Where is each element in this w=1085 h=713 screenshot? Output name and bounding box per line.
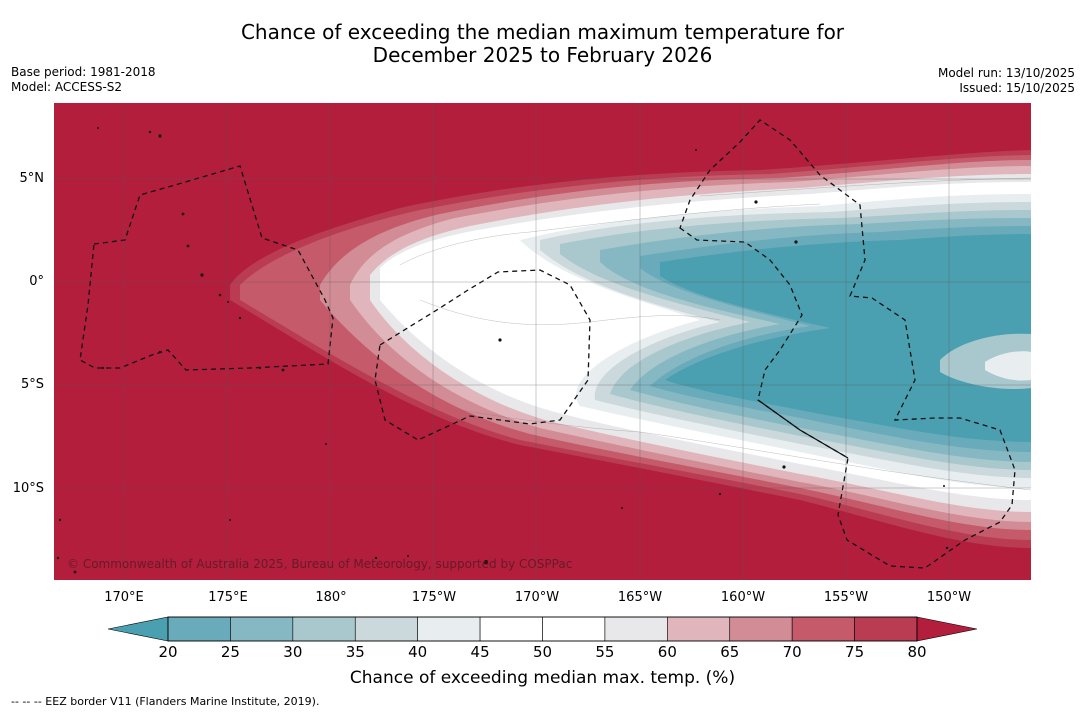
chart-title: Chance of exceeding the median maximum t… [0, 21, 1085, 67]
lat-label: 0° [29, 274, 44, 289]
lat-label: 10°S [12, 481, 44, 496]
band-20 [660, 234, 1031, 442]
colorbar-boxes [167, 616, 918, 642]
copyright-notice: © Commonwealth of Australia 2025, Bureau… [67, 557, 573, 571]
title-line-2: December 2025 to February 2026 [372, 43, 713, 67]
lon-label: 175°E [208, 590, 248, 605]
eez-legend-note: -- -- -- EEZ border V11 (Flanders Marine… [11, 695, 320, 708]
colorbar-tick-label: 55 [595, 643, 615, 661]
colorbar-tick-label: 35 [345, 643, 365, 661]
lat-label: 5°N [19, 171, 45, 186]
colorbar-box [292, 616, 356, 642]
lon-label: 180° [315, 590, 347, 605]
colorbar-box [230, 616, 294, 642]
colorbar-tick-label: 25 [220, 643, 240, 661]
colorbar-tick-label: 50 [532, 643, 553, 661]
colorbar-box [354, 616, 418, 642]
colorbar-tick-label: 60 [657, 643, 677, 661]
colorbar-label: Chance of exceeding median max. temp. (%… [349, 668, 736, 688]
lon-label: 175°W [411, 590, 457, 605]
lon-label: 165°W [617, 590, 663, 605]
eez-borders [79, 119, 1016, 569]
colorbar-tick-label: 45 [470, 643, 490, 661]
islands [56, 127, 949, 574]
base-period: Base period: 1981-2018 [11, 65, 156, 79]
colorbar-box [729, 616, 793, 642]
lon-label: 170°W [514, 590, 560, 605]
meta-right: Model run: 13/10/2025 Issued: 15/10/2025 [938, 66, 1075, 96]
lat-label: 5°S [20, 377, 44, 392]
colorbar-tick-label: 65 [720, 643, 740, 661]
colorbar-box [791, 616, 855, 642]
eez-solid-segment [757, 399, 849, 459]
colorbar-low-extension [107, 616, 169, 642]
colorbar-tick-label: 30 [283, 643, 303, 661]
lon-label: 170°E [104, 590, 144, 605]
colorbar-box [542, 616, 606, 642]
title-line-1: Chance of exceeding the median maximum t… [240, 20, 845, 44]
colorbar-tick-label: 75 [845, 643, 865, 661]
model-name: Model: ACCESS-S2 [11, 80, 123, 94]
colorbar-frame [167, 616, 918, 642]
map-field [54, 103, 1031, 580]
lon-label: 160°W [720, 590, 766, 605]
colorbar-box [417, 616, 481, 642]
colorbar [107, 616, 978, 642]
colorbar-tick-label: 80 [907, 643, 927, 661]
colorbar-tick-label: 40 [408, 643, 428, 661]
colorbar-box [167, 616, 231, 642]
colorbar-box [479, 616, 543, 642]
inner-pale-patch-2 [985, 351, 1031, 381]
colorbar-high-extension [916, 616, 978, 642]
colorbar-tick-label: 20 [158, 643, 178, 661]
colorbar-box [854, 616, 918, 642]
colorbar-box [604, 616, 668, 642]
colorbar-box [667, 616, 731, 642]
model-run: Model run: 13/10/2025 [937, 66, 1075, 80]
lon-label: 155°W [823, 590, 869, 605]
lon-label: 150°W [926, 590, 972, 605]
issued-date: Issued: 15/10/2025 [959, 81, 1075, 95]
colorbar-tick-label: 70 [782, 643, 802, 661]
graticule [54, 103, 1031, 580]
meta-left: Base period: 1981-2018 Model: ACCESS-S2 [11, 65, 156, 95]
